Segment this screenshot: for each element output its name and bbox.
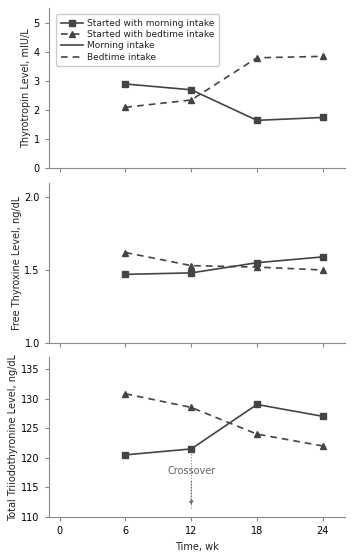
Legend: Started with morning intake, Started with bedtime intake, Morning intake, Bedtim: Started with morning intake, Started wit… bbox=[56, 15, 219, 66]
Text: Crossover: Crossover bbox=[167, 465, 215, 504]
Y-axis label: Thyrotropin Level, mIU/L: Thyrotropin Level, mIU/L bbox=[21, 29, 31, 148]
Y-axis label: Total Triiodothyronine Level, ng/dL: Total Triiodothyronine Level, ng/dL bbox=[8, 353, 18, 521]
X-axis label: Time, wk: Time, wk bbox=[175, 542, 219, 552]
Y-axis label: Free Thyroxine Level, ng/dL: Free Thyroxine Level, ng/dL bbox=[12, 195, 22, 330]
